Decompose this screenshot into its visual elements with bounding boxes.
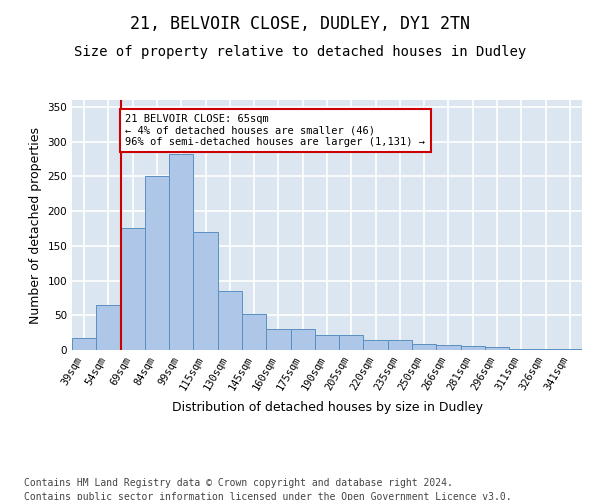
Y-axis label: Number of detached properties: Number of detached properties <box>29 126 42 324</box>
Bar <box>485 346 509 350</box>
Bar <box>72 338 96 350</box>
Text: Contains HM Land Registry data © Crown copyright and database right 2024.: Contains HM Land Registry data © Crown c… <box>24 478 453 488</box>
Bar <box>436 345 461 350</box>
Bar <box>364 340 388 350</box>
Bar <box>290 329 315 350</box>
Bar <box>388 340 412 350</box>
Bar <box>315 334 339 350</box>
Bar <box>145 176 169 350</box>
Text: 21 BELVOIR CLOSE: 65sqm
← 4% of detached houses are smaller (46)
96% of semi-det: 21 BELVOIR CLOSE: 65sqm ← 4% of detached… <box>125 114 425 147</box>
Bar <box>218 291 242 350</box>
Bar <box>121 228 145 350</box>
Bar <box>169 154 193 350</box>
Text: Contains public sector information licensed under the Open Government Licence v3: Contains public sector information licen… <box>24 492 512 500</box>
Bar <box>558 348 582 350</box>
Bar <box>96 305 121 350</box>
Text: Size of property relative to detached houses in Dudley: Size of property relative to detached ho… <box>74 45 526 59</box>
X-axis label: Distribution of detached houses by size in Dudley: Distribution of detached houses by size … <box>172 400 482 413</box>
Bar <box>461 346 485 350</box>
Bar <box>193 232 218 350</box>
Bar <box>533 348 558 350</box>
Text: 21, BELVOIR CLOSE, DUDLEY, DY1 2TN: 21, BELVOIR CLOSE, DUDLEY, DY1 2TN <box>130 15 470 33</box>
Bar <box>266 329 290 350</box>
Bar <box>339 334 364 350</box>
Bar <box>242 314 266 350</box>
Bar <box>412 344 436 350</box>
Bar <box>509 348 533 350</box>
